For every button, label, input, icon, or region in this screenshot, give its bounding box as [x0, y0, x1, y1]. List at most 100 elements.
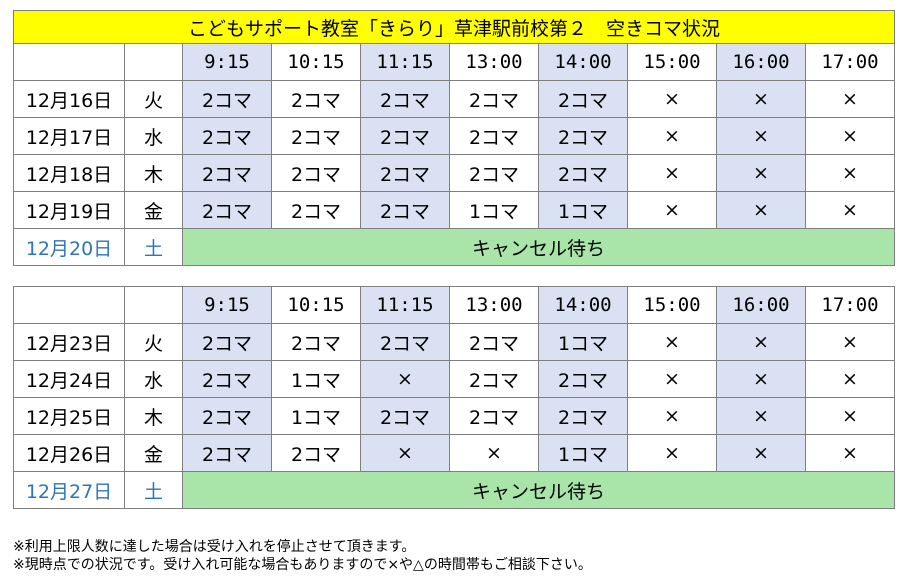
slot-cell: 2コマ [538, 80, 628, 118]
slot-cell: × [716, 191, 806, 229]
time-header: 14:00 [538, 286, 628, 324]
slot-cell: 2コマ [271, 434, 361, 472]
table-row: 12月26日金 2コマ 2コマ × × 1コマ × × × [13, 434, 895, 472]
blank-cell [124, 286, 183, 324]
blank-cell [13, 43, 125, 81]
slot-cell: 2コマ [538, 117, 628, 155]
date-cell: 12月20日 [13, 228, 125, 266]
date-cell: 12月23日 [13, 323, 125, 361]
page-title: こどもサポート教室「きらり」草津駅前校第２ 空きコマ状況 [13, 10, 895, 44]
slot-cell: × [805, 117, 895, 155]
time-header: 9:15 [182, 43, 272, 81]
slot-cell: × [805, 360, 895, 398]
saturday-row: 12月20日土キャンセル待ち [13, 228, 895, 266]
slot-cell: × [716, 323, 806, 361]
slot-cell: × [449, 434, 539, 472]
date-cell: 12月18日 [13, 154, 125, 192]
date-cell: 12月19日 [13, 191, 125, 229]
slot-cell: 2コマ [449, 397, 539, 435]
slot-cell: × [627, 80, 717, 118]
slot-cell: × [805, 323, 895, 361]
weekday-cell: 火 [124, 323, 183, 361]
availability-table: こどもサポート教室「きらり」草津駅前校第２ 空きコマ状況 9:15 10:15 11… [13, 10, 895, 509]
weekday-cell: 土 [124, 471, 183, 509]
time-header: 16:00 [716, 43, 806, 81]
blank-cell [13, 286, 125, 324]
weekday-cell: 火 [124, 80, 183, 118]
time-header: 13:00 [449, 43, 539, 81]
table-row: 12月17日水 2コマ 2コマ 2コマ 2コマ 2コマ × × × [13, 117, 895, 155]
slot-cell: 1コマ [271, 397, 361, 435]
slot-cell: × [627, 397, 717, 435]
slot-cell: × [805, 80, 895, 118]
table-row: 12月23日火 2コマ 2コマ 2コマ 2コマ 1コマ × × × [13, 323, 895, 361]
slot-cell: 2コマ [182, 360, 272, 398]
weekday-cell: 金 [124, 434, 183, 472]
time-header: 9:15 [182, 286, 272, 324]
slot-cell: × [360, 360, 450, 398]
slot-cell: 2コマ [182, 323, 272, 361]
saturday-row: 12月27日土キャンセル待ち [13, 471, 895, 509]
slot-cell: 2コマ [449, 117, 539, 155]
table-row: 12月18日木 2コマ 2コマ 2コマ 2コマ 2コマ × × × [13, 154, 895, 192]
slot-cell: × [716, 360, 806, 398]
date-cell: 12月24日 [13, 360, 125, 398]
notes: ※利用上限人数に達した場合は受け入れを停止させて頂きます。 ※現時点での状況です… [13, 538, 592, 574]
schedule-sheet: こどもサポート教室「きらり」草津駅前校第２ 空きコマ状況 9:15 10:15 11… [13, 10, 895, 509]
slot-cell: × [627, 154, 717, 192]
table-row: 12月25日木 2コマ 1コマ 2コマ 2コマ 2コマ × × × [13, 397, 895, 435]
slot-cell: 1コマ [449, 191, 539, 229]
slot-cell: × [627, 360, 717, 398]
table-row: 12月16日火 2コマ 2コマ 2コマ 2コマ 2コマ × × × [13, 80, 895, 118]
waitlist-cell: キャンセル待ち [182, 228, 895, 266]
time-header: 14:00 [538, 43, 628, 81]
note-line: ※現時点での状況です。受け入れ可能な場合もありますので×や△の時間帯もご相談下さ… [13, 557, 592, 573]
slot-cell: × [805, 397, 895, 435]
slot-cell: × [716, 397, 806, 435]
slot-cell: 2コマ [182, 191, 272, 229]
time-header: 11:15 [360, 43, 450, 81]
time-header: 10:15 [271, 43, 361, 81]
slot-cell: 2コマ [271, 117, 361, 155]
blank-cell [124, 43, 183, 81]
availability-table-body: こどもサポート教室「きらり」草津駅前校第２ 空きコマ状況 9:15 10:15 11… [13, 10, 895, 509]
slot-cell: × [627, 434, 717, 472]
table-row: 12月24日水 2コマ 1コマ × 2コマ 2コマ × × × [13, 360, 895, 398]
slot-cell: 2コマ [449, 154, 539, 192]
slot-cell: 2コマ [360, 323, 450, 361]
weekday-cell: 土 [124, 228, 183, 266]
slot-cell: 2コマ [449, 323, 539, 361]
slot-cell: 2コマ [360, 117, 450, 155]
weekday-cell: 金 [124, 191, 183, 229]
time-header: 15:00 [627, 43, 717, 81]
date-cell: 12月25日 [13, 397, 125, 435]
time-header: 17:00 [805, 43, 895, 81]
note-line: ※利用上限人数に達した場合は受け入れを停止させて頂きます。 [13, 539, 416, 555]
slot-cell: 1コマ [538, 191, 628, 229]
slot-cell: × [627, 117, 717, 155]
slot-cell: 2コマ [538, 154, 628, 192]
slot-cell: 2コマ [360, 191, 450, 229]
table-row: 12月19日金 2コマ 2コマ 2コマ 1コマ 1コマ × × × [13, 191, 895, 229]
slot-cell: × [805, 434, 895, 472]
slot-cell: × [360, 434, 450, 472]
slot-cell: 2コマ [182, 117, 272, 155]
weekday-cell: 水 [124, 360, 183, 398]
slot-cell: × [716, 80, 806, 118]
spacer-row [13, 265, 895, 287]
time-header: 16:00 [716, 286, 806, 324]
slot-cell: 2コマ [182, 434, 272, 472]
weekday-cell: 木 [124, 397, 183, 435]
time-header: 13:00 [449, 286, 539, 324]
slot-cell: 2コマ [182, 154, 272, 192]
spacer-cell [13, 265, 895, 287]
slot-cell: × [716, 117, 806, 155]
time-header: 17:00 [805, 286, 895, 324]
slot-cell: 2コマ [449, 80, 539, 118]
time-header: 11:15 [360, 286, 450, 324]
slot-cell: 1コマ [271, 360, 361, 398]
slot-cell: × [805, 191, 895, 229]
slot-cell: × [805, 154, 895, 192]
weekday-cell: 水 [124, 117, 183, 155]
slot-cell: × [627, 191, 717, 229]
